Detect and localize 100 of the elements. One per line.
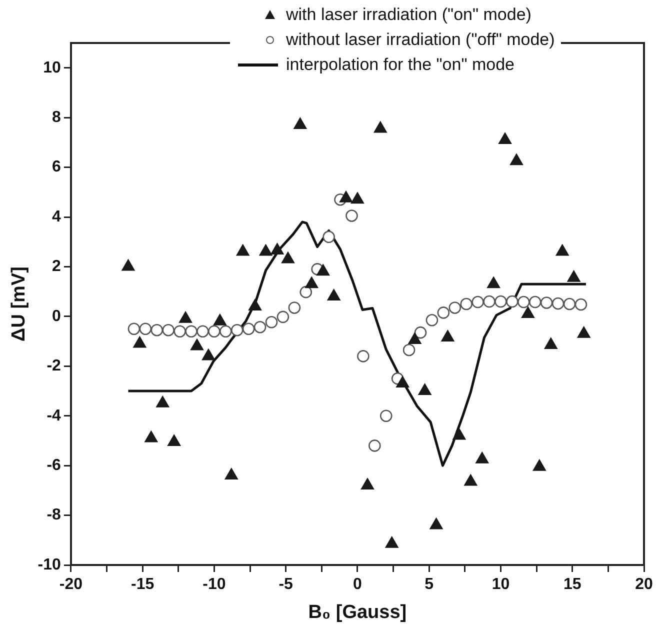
point [150, 324, 164, 336]
point [418, 384, 432, 395]
y-tick-label: -10 [38, 556, 62, 574]
point [563, 298, 576, 310]
point [414, 326, 427, 339]
point [521, 306, 535, 318]
point [452, 428, 466, 440]
point [248, 298, 262, 310]
y-tick-label: 4 [52, 208, 62, 226]
x-axis-title: B₀ [Gauss] [308, 602, 407, 623]
point [426, 314, 438, 326]
point [202, 348, 216, 360]
legend-label: interpolation for the "on" mode [286, 54, 514, 76]
point [385, 536, 398, 548]
point [144, 430, 158, 442]
point [139, 322, 152, 336]
x-tick-label: -5 [278, 576, 294, 594]
point [208, 325, 220, 338]
point [220, 325, 232, 338]
point [122, 259, 135, 271]
point [506, 295, 518, 308]
point [460, 298, 472, 310]
point [224, 468, 238, 480]
x-tick-label: 10 [492, 576, 510, 594]
point [133, 336, 146, 348]
point [357, 350, 370, 362]
point [259, 244, 272, 256]
y-tick-label: 8 [52, 108, 62, 126]
x-tick-label: 0 [353, 576, 362, 594]
point [396, 376, 410, 388]
point [305, 276, 318, 288]
point [322, 230, 335, 244]
point [327, 289, 340, 301]
point [281, 252, 295, 264]
y-tick-label: 6 [52, 158, 62, 176]
point [346, 210, 358, 222]
y-tick-label: -2 [46, 358, 62, 375]
point [350, 192, 364, 204]
point [437, 306, 450, 319]
point [518, 296, 530, 308]
point [276, 310, 290, 324]
x-tick-label: -20 [59, 576, 83, 594]
point [174, 325, 186, 338]
point [316, 264, 330, 276]
point [265, 316, 278, 328]
point [464, 474, 478, 486]
point [430, 518, 443, 530]
point [402, 344, 416, 356]
point [294, 118, 307, 130]
point [374, 121, 387, 133]
y-tick-label: 0 [52, 308, 62, 325]
y-tick-label: -4 [46, 407, 62, 424]
point [483, 295, 496, 308]
point [528, 296, 542, 308]
point [487, 276, 500, 288]
point [476, 452, 489, 464]
x-tick-label: 20 [635, 576, 653, 594]
point [162, 324, 174, 336]
point [242, 322, 255, 336]
x-tick-label: 15 [563, 576, 582, 594]
point [168, 434, 181, 446]
point [408, 332, 422, 344]
point [540, 296, 553, 309]
point [300, 286, 312, 298]
y-axis-title: ΔU [mV] [8, 266, 30, 342]
point [254, 320, 266, 334]
point [441, 330, 454, 342]
point [178, 311, 192, 323]
point [577, 326, 590, 338]
y-tick-label: 2 [52, 258, 62, 276]
point [498, 132, 512, 144]
y-tick-label: 10 [43, 59, 62, 76]
point [532, 459, 546, 471]
point [288, 302, 301, 314]
point [339, 190, 353, 202]
point [368, 440, 381, 452]
point [128, 322, 140, 336]
point [567, 270, 580, 282]
point [552, 297, 564, 310]
point [270, 243, 284, 255]
legend-label: with laser irradiation ("on" mode) [286, 4, 532, 26]
point [448, 302, 462, 314]
point [190, 338, 204, 350]
legend-label: without laser irradiation ("off" mode) [286, 29, 555, 51]
x-tick-label: -15 [130, 576, 154, 594]
point [472, 296, 484, 308]
point [236, 244, 250, 256]
point [360, 478, 374, 490]
point [213, 314, 226, 326]
x-tick-label: -10 [202, 576, 226, 594]
y-tick-label: -8 [46, 506, 62, 524]
y-tick-label: -6 [46, 456, 62, 474]
point [380, 410, 392, 422]
point [230, 324, 244, 336]
point [544, 338, 558, 350]
point [156, 396, 170, 408]
point [196, 325, 209, 338]
point [556, 244, 569, 256]
x-tick-label: 5 [424, 576, 434, 594]
point [574, 298, 588, 311]
